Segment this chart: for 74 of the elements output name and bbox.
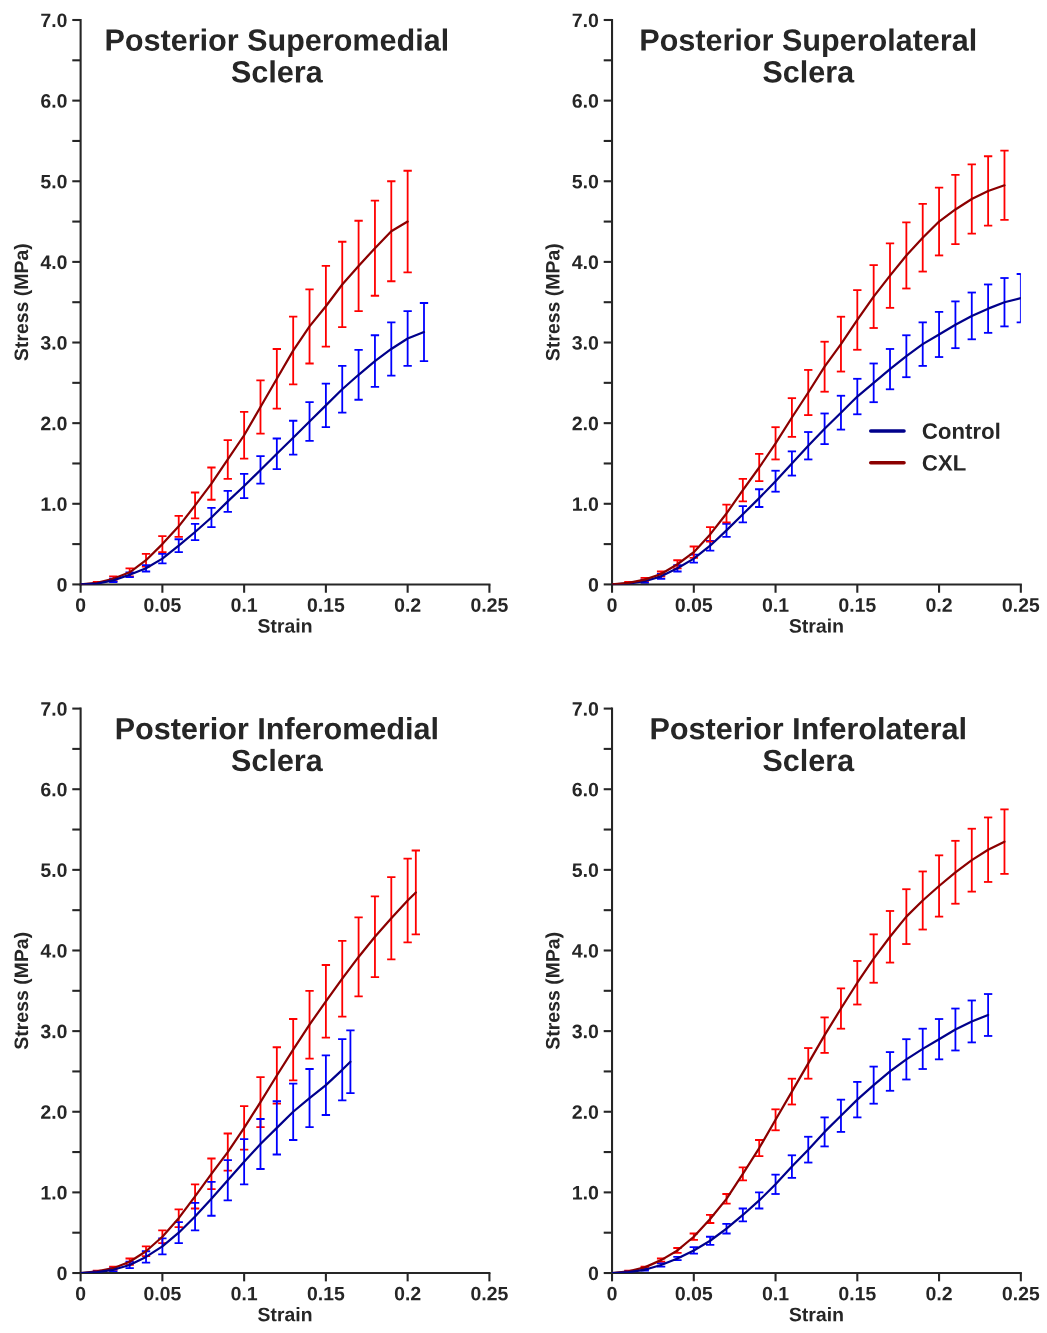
x-tick-label: 0.2	[394, 598, 421, 612]
line-series	[80, 1060, 352, 1274]
y-tick-label: 1.0	[573, 1185, 599, 1200]
text: Posterior Superomedial Sclera	[106, 28, 448, 83]
x-tick-label: 0.25	[1002, 1286, 1040, 1301]
line-series	[612, 184, 1006, 585]
legend-label: CXL	[922, 455, 966, 471]
y-tick-label: 1.0	[41, 1185, 67, 1200]
x-tick-label: 0.15	[839, 1286, 876, 1301]
y-tick-label: 7.0	[41, 702, 67, 716]
x-axis-title: Strain	[789, 1307, 843, 1322]
y-tick-label: 1.0	[573, 497, 599, 512]
y-tick-label: 5.0	[41, 863, 67, 878]
text: Posterior Inferolateral Sclera	[651, 717, 965, 772]
x-tick-label: 0.2	[926, 598, 952, 612]
y-tick-label: 7.0	[572, 702, 599, 716]
x-tick-label: 0	[75, 598, 86, 612]
text: Posterior Inferomedial Sclera	[116, 717, 437, 772]
y-tick-label: 3.0	[40, 1024, 67, 1039]
x-tick-label: 0.25	[1002, 598, 1040, 612]
y-tick-label: 5.0	[41, 174, 67, 189]
x-tick-label: 0.1	[762, 1286, 789, 1301]
y-axis-title: Stress (MPa)	[545, 932, 564, 1050]
y-tick-label: 0	[57, 1266, 67, 1281]
x-tick-label: 0.2	[394, 1286, 421, 1301]
y-axis-title: Stress (MPa)	[13, 932, 33, 1050]
y-tick-label: 0	[57, 577, 67, 592]
x-tick-label: 0.1	[762, 598, 789, 612]
text: Posterior Superolateral Sclera	[641, 28, 976, 83]
y-tick-label: 1.0	[41, 497, 67, 512]
y-tick-label: 4.0	[40, 943, 67, 958]
y-tick-label: 6.0	[572, 782, 599, 797]
x-tick-label: 0.05	[675, 598, 713, 612]
x-tick-label: 0	[75, 1286, 86, 1301]
y-tick-label: 7.0	[572, 13, 599, 28]
x-tick-label: 0.15	[307, 1286, 345, 1301]
x-tick-label: 0.25	[471, 1286, 508, 1301]
x-tick-label: 0.25	[471, 598, 508, 612]
line-series	[80, 330, 426, 585]
y-tick-label: 6.0	[41, 782, 67, 797]
y-tick-label: 3.0	[572, 1024, 599, 1039]
y-tick-label: 4.0	[40, 255, 67, 270]
y-tick-label: 7.0	[41, 13, 67, 28]
y-tick-label: 5.0	[572, 863, 599, 878]
x-tick-label: 0.15	[839, 598, 876, 612]
y-tick-label: 6.0	[572, 94, 599, 108]
y-tick-label: 5.0	[572, 174, 599, 189]
y-tick-label: 3.0	[40, 335, 67, 350]
x-tick-label: 0.15	[307, 598, 345, 612]
y-tick-label: 4.0	[572, 255, 599, 270]
line-series	[612, 1013, 990, 1274]
x-tick-label: 0.05	[144, 1286, 181, 1301]
x-tick-label: 0	[607, 598, 617, 612]
x-tick-label: 0.1	[231, 1286, 258, 1301]
y-tick-label: 0	[588, 577, 599, 592]
x-tick-label: 0.2	[926, 1286, 952, 1301]
x-tick-label: 0.05	[144, 598, 181, 612]
x-axis-title: Strain	[258, 618, 312, 633]
y-tick-label: 4.0	[572, 943, 599, 958]
y-tick-label: 3.0	[572, 335, 599, 350]
x-axis-title: Strain	[258, 1307, 312, 1322]
y-axis-title: Stress (MPa)	[545, 244, 564, 361]
y-tick-label: 2.0	[572, 1105, 599, 1119]
y-axis-title: Stress (MPa)	[13, 244, 33, 361]
x-axis-title: Strain	[789, 618, 843, 633]
x-tick-label: 0	[607, 1286, 617, 1301]
legend-label: Control	[922, 422, 1000, 440]
y-tick-label: 2.0	[572, 416, 599, 431]
y-tick-label: 0	[588, 1266, 599, 1281]
y-tick-label: 6.0	[41, 94, 67, 108]
y-tick-label: 2.0	[41, 416, 67, 431]
x-tick-label: 0.05	[675, 1286, 713, 1301]
x-tick-label: 0.1	[231, 598, 258, 612]
y-tick-label: 2.0	[41, 1105, 67, 1119]
